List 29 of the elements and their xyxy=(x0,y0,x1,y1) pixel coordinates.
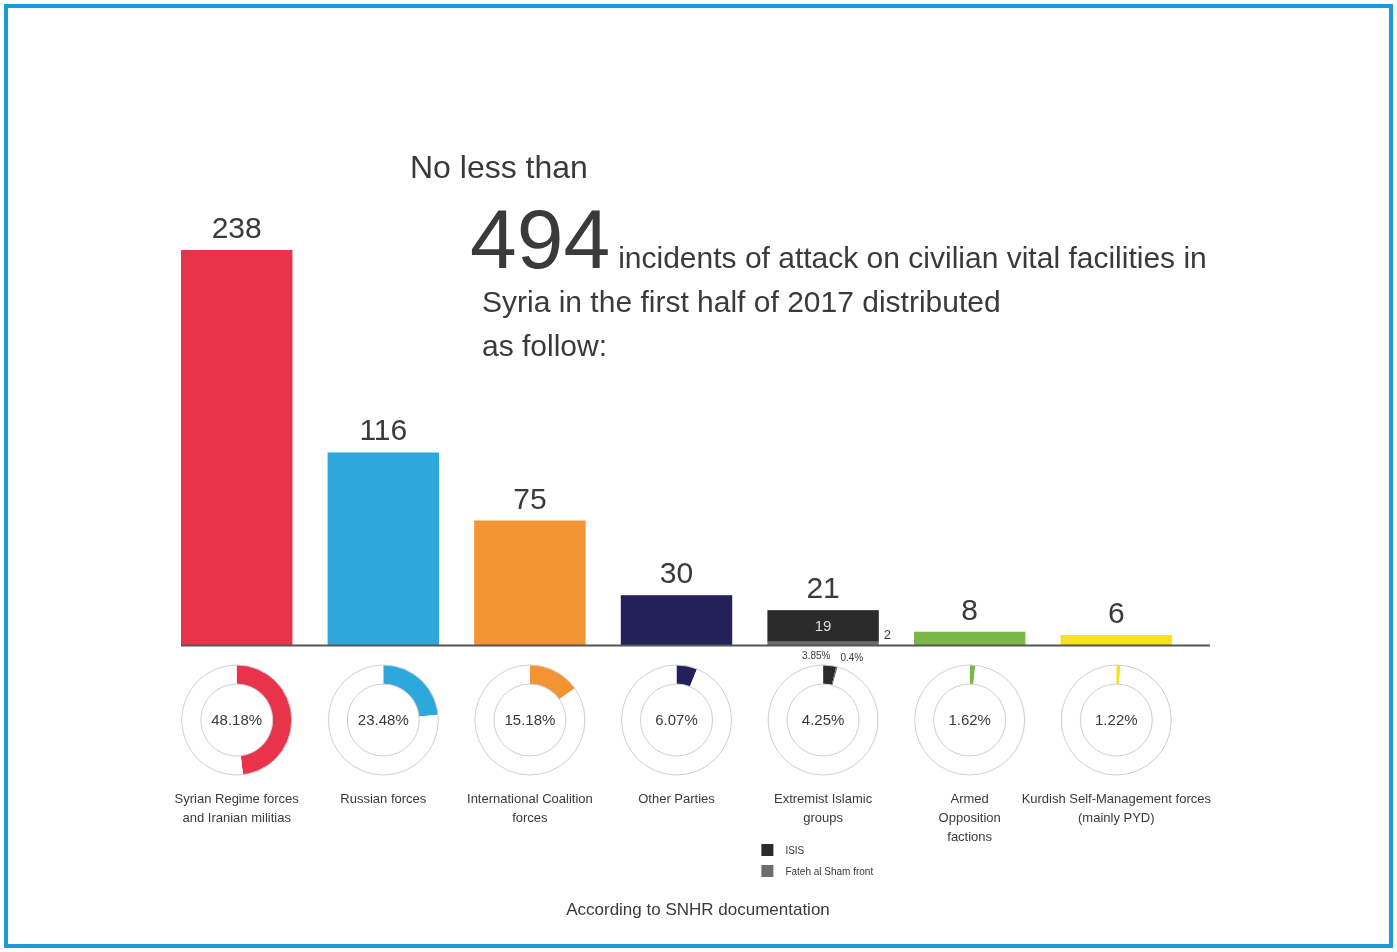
data-label: 19 xyxy=(814,616,832,634)
total-label: 116 xyxy=(359,413,408,447)
data-label: 0.4% xyxy=(840,651,864,663)
text: 1.22% xyxy=(1095,711,1138,728)
text: 15.18% xyxy=(504,711,556,728)
total-label: 75 xyxy=(513,481,547,515)
total-label: 30 xyxy=(659,556,694,590)
x-tick-label: Other Parties xyxy=(638,791,716,806)
x-tick-label: Extremist Islamic groups xyxy=(773,791,873,825)
total-label: 238 xyxy=(211,211,262,244)
total-label: 21 xyxy=(806,571,840,605)
chart-title: No less than xyxy=(410,149,588,185)
total-label: 8 xyxy=(961,592,979,626)
total-label: 6 xyxy=(1107,596,1125,630)
text: 6.07% xyxy=(655,711,698,728)
x-tick-label: Kurdish Self-Management forces (mainly PYD) xyxy=(1021,791,1212,825)
text: 48.18% xyxy=(211,711,263,728)
x-tick-label: Armed Opposition factions xyxy=(938,791,1001,844)
data-label: 2 xyxy=(883,627,892,642)
text: 4.25% xyxy=(801,711,845,728)
text: 1.62% xyxy=(948,711,991,728)
text: According to SNHR documentation xyxy=(566,900,830,919)
x-tick-label: International Coalition forces xyxy=(467,791,593,825)
x-tick-label: Syrian Regime forces and Iranian militias xyxy=(174,791,300,825)
legend-label: ISIS xyxy=(785,845,805,856)
x-tick-label: Russian forces xyxy=(340,791,427,806)
text: 23.48% xyxy=(357,711,409,728)
data-label: 3.85% xyxy=(802,650,831,662)
legend-label: Fateh al Sham front xyxy=(785,866,874,877)
